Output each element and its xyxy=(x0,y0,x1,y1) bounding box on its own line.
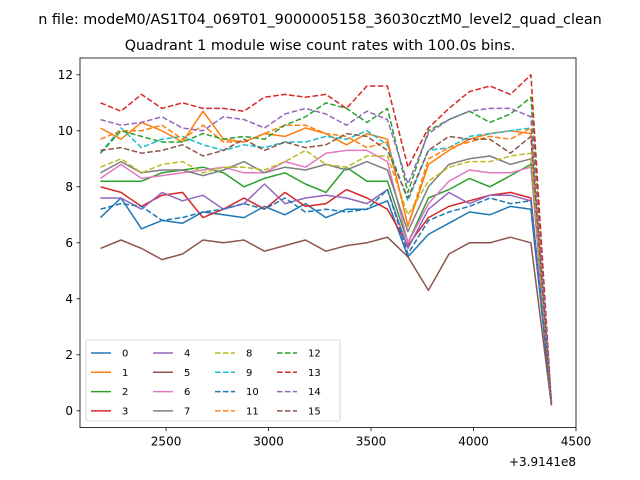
series-line-12 xyxy=(99,96,553,403)
x-offset-label: +3.9141e8 xyxy=(509,455,576,469)
x-tick-label: 4000 xyxy=(458,435,489,449)
series-line-7 xyxy=(100,155,553,406)
y-tick-label: 0 xyxy=(65,404,73,418)
series-line-10 xyxy=(100,188,553,406)
legend-label-13: 13 xyxy=(308,368,321,379)
x-axis: 2500 3000 3500 4000 4500 xyxy=(151,427,592,449)
series-line-11 xyxy=(100,124,553,406)
legend-label-11: 11 xyxy=(246,406,259,417)
y-axis: 0 2 4 6 8 10 12 xyxy=(58,68,80,418)
series-layer xyxy=(99,74,553,406)
legend-label-6: 6 xyxy=(184,387,190,398)
x-tick-label: 2500 xyxy=(151,435,182,449)
series-line-5 xyxy=(100,236,553,406)
y-tick-label: 2 xyxy=(65,348,73,362)
series-line-3 xyxy=(100,186,553,403)
y-tick-label: 4 xyxy=(65,292,73,306)
legend-label-12: 12 xyxy=(308,349,321,360)
y-tick-label: 10 xyxy=(58,124,73,138)
series-line-14 xyxy=(100,107,553,403)
series-line-9 xyxy=(99,127,553,406)
y-tick-label: 6 xyxy=(65,236,73,250)
legend-label-15: 15 xyxy=(308,406,321,417)
x-tick-label: 3500 xyxy=(356,435,387,449)
legend-label-4: 4 xyxy=(184,349,190,360)
y-tick-label: 12 xyxy=(58,68,73,82)
chart-title: Quadrant 1 module wise count rates with … xyxy=(125,38,516,54)
legend-label-2: 2 xyxy=(122,387,128,398)
series-line-0 xyxy=(99,197,553,403)
x-tick-label: 4500 xyxy=(561,435,592,449)
series-line-6 xyxy=(100,149,553,406)
legend-label-8: 8 xyxy=(246,349,252,360)
y-tick-label: 8 xyxy=(65,180,73,194)
legend-label-14: 14 xyxy=(308,387,321,398)
figure-suptitle: n file: modeM0/AS1T04_069T01_9000005158_… xyxy=(38,12,602,28)
legend-label-1: 1 xyxy=(122,368,128,379)
legend-frame xyxy=(85,339,341,422)
legend-label-7: 7 xyxy=(184,406,190,417)
legend-label-5: 5 xyxy=(184,368,190,379)
series-line-15 xyxy=(100,132,553,406)
legend-label-0: 0 xyxy=(122,349,128,360)
x-tick-label: 3000 xyxy=(253,435,284,449)
series-line-13 xyxy=(100,74,553,403)
series-line-2 xyxy=(100,163,553,403)
series-line-4 xyxy=(100,183,553,403)
legend-label-10: 10 xyxy=(246,387,259,398)
legend-label-3: 3 xyxy=(122,406,128,417)
series-line-8 xyxy=(100,149,553,406)
legend-label-9: 9 xyxy=(246,368,252,379)
